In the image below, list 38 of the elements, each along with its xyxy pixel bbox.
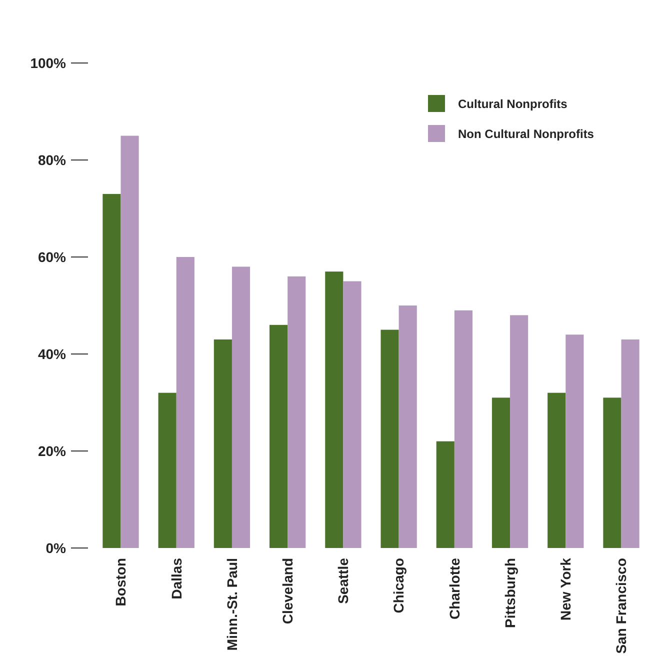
bar: [398, 306, 417, 548]
bar: [288, 276, 306, 548]
y-tick-label: 0%: [46, 540, 67, 556]
bar: [454, 310, 472, 548]
bar: [176, 257, 194, 548]
bar: [232, 266, 250, 548]
y-tick-label: 80%: [38, 152, 67, 168]
x-tick-label: Minn.-St. Paul: [224, 558, 240, 651]
y-tick-label: 20%: [38, 442, 67, 459]
bar: [492, 398, 510, 548]
x-tick-label: San Francisco: [613, 558, 630, 654]
bar: [603, 398, 622, 548]
bar: [510, 315, 528, 548]
bar: [102, 194, 121, 548]
bar: [621, 339, 640, 548]
x-tick-label: New York: [558, 558, 574, 621]
x-tick-label: Charlotte: [446, 558, 462, 620]
y-tick-label: 40%: [38, 346, 67, 362]
bar: [436, 441, 454, 548]
x-tick-label: Cleveland: [279, 558, 296, 624]
bar: [158, 392, 176, 548]
bar: [380, 330, 399, 548]
legend-label: Non Cultural Nonprofits: [458, 127, 594, 142]
bar: [270, 324, 288, 548]
bar: [214, 339, 232, 548]
x-tick-label: Pittsburgh: [502, 558, 518, 628]
bar: [325, 272, 344, 548]
bar: [548, 392, 566, 548]
legend-label: Cultural Nonprofits: [458, 97, 568, 112]
x-tick-label: Boston: [112, 558, 129, 606]
bar: [120, 136, 139, 548]
y-tick-label: 60%: [38, 248, 67, 265]
y-tick-label: 100%: [30, 54, 67, 71]
x-tick-label: Dallas: [168, 558, 184, 600]
bar: [566, 334, 584, 548]
x-tick-label: Chicago: [390, 558, 407, 614]
x-tick-label: Seattle: [335, 558, 352, 604]
bar: [343, 281, 362, 548]
